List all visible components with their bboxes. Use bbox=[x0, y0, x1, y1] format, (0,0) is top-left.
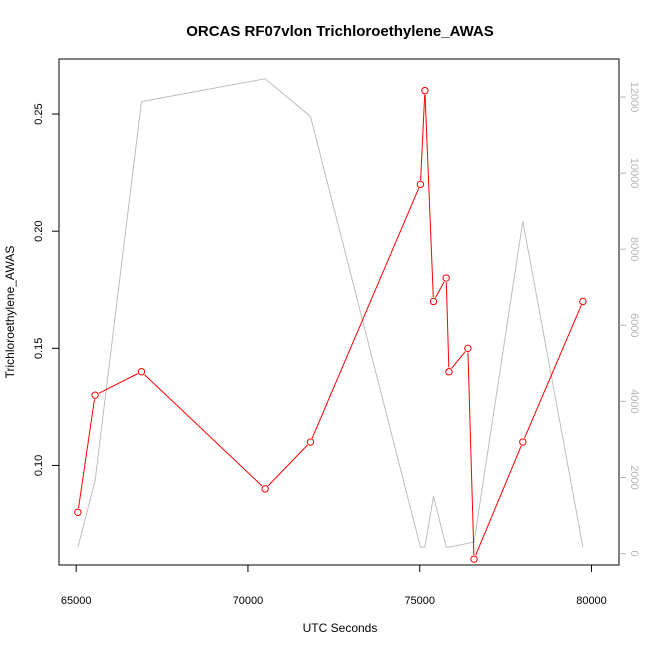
x-tick-label: 80000 bbox=[576, 595, 607, 607]
data-point bbox=[74, 508, 82, 516]
data-point bbox=[261, 485, 269, 493]
y-axis-title: Trichloroethylene_AWAS bbox=[3, 246, 17, 379]
data-point bbox=[421, 86, 429, 95]
y2-tick-label: 0 bbox=[628, 551, 640, 557]
data-point bbox=[445, 368, 453, 376]
series-segment bbox=[267, 444, 308, 487]
data-point bbox=[137, 368, 146, 376]
data-point bbox=[470, 555, 478, 563]
series-segment bbox=[467, 352, 475, 555]
y-axis-right: 0 2000 4000 6000 8000 10000 12000 bbox=[619, 82, 640, 557]
y-tick-label: 0.10 bbox=[33, 455, 45, 476]
series-segment bbox=[445, 282, 450, 368]
x-axis: 65000 70000 75000 80000 bbox=[61, 565, 607, 607]
y-axis-left: 0.10 0.15 0.20 0.25 bbox=[33, 103, 59, 476]
x-tick-label: 70000 bbox=[233, 595, 264, 607]
data-point bbox=[306, 438, 315, 446]
y2-tick-label: 2000 bbox=[628, 465, 640, 489]
data-point bbox=[416, 180, 425, 189]
y-tick-label: 0.15 bbox=[33, 338, 45, 359]
x-axis-title: UTC Seconds bbox=[303, 621, 378, 635]
plot-frame bbox=[58, 58, 620, 566]
x-tick-label: 75000 bbox=[404, 595, 435, 607]
data-point bbox=[429, 297, 438, 306]
y2-tick-label: 8000 bbox=[628, 237, 640, 261]
y2-tick-label: 12000 bbox=[628, 82, 640, 113]
y2-tick-label: 4000 bbox=[628, 389, 640, 413]
chart-title: ORCAS RF07vlon Trichloroethylene_AWAS bbox=[186, 23, 494, 40]
series-segment bbox=[451, 351, 466, 369]
y-tick-label: 0.20 bbox=[33, 220, 45, 241]
series-segment bbox=[523, 305, 582, 439]
data-point bbox=[519, 438, 527, 446]
series-segment bbox=[475, 445, 522, 556]
y2-tick-label: 10000 bbox=[628, 158, 640, 189]
x-tick-label: 65000 bbox=[61, 595, 92, 607]
series-segment bbox=[78, 399, 95, 509]
data-point bbox=[91, 391, 99, 399]
series-layer bbox=[74, 78, 587, 563]
series-segment bbox=[424, 94, 434, 298]
data-point bbox=[579, 297, 587, 306]
series-segment bbox=[435, 281, 445, 299]
y2-tick-label: 6000 bbox=[628, 313, 640, 337]
series-segment bbox=[98, 373, 138, 394]
series-segment bbox=[311, 187, 420, 439]
y-tick-label: 0.25 bbox=[33, 103, 45, 124]
data-point bbox=[442, 274, 450, 282]
data-point bbox=[464, 344, 472, 353]
series-segment bbox=[144, 374, 263, 487]
series-segment bbox=[420, 94, 426, 181]
altitude-series-line bbox=[77, 78, 584, 548]
